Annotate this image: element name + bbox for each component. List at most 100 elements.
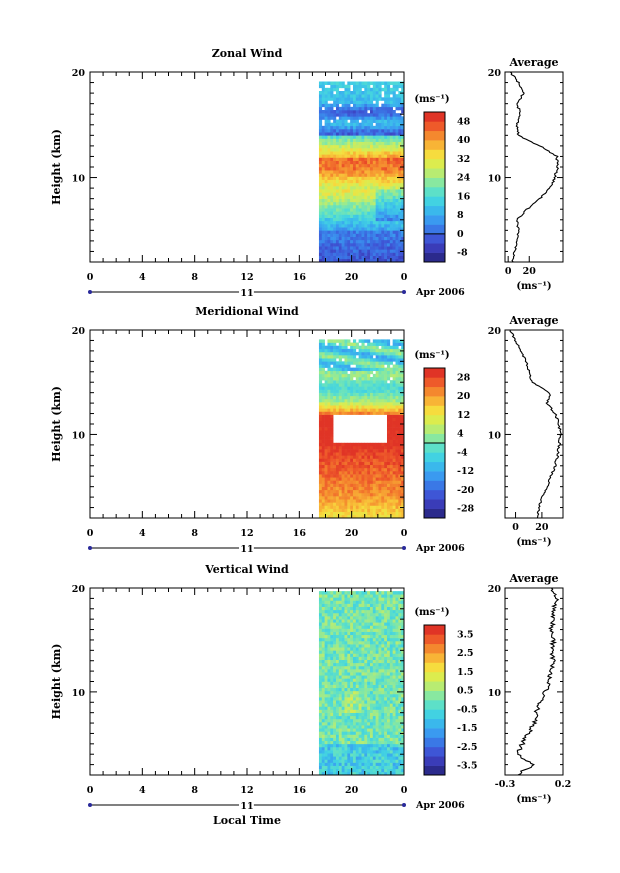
heatmap-cell bbox=[372, 718, 376, 723]
heatmap-cell bbox=[335, 211, 340, 215]
heatmap-cell bbox=[364, 474, 368, 478]
heatmap-cell bbox=[358, 148, 362, 152]
heatmap-cell bbox=[381, 125, 385, 130]
heatmap-cell bbox=[401, 414, 405, 419]
heatmap-cell bbox=[341, 612, 345, 617]
heatmap-cell bbox=[364, 625, 368, 629]
heatmap-cell bbox=[324, 455, 328, 459]
heatmap-cell bbox=[372, 458, 376, 462]
heatmap-cell bbox=[378, 408, 382, 412]
heatmap-cell bbox=[364, 255, 368, 260]
heatmap-cell bbox=[327, 669, 331, 673]
heatmap-cell bbox=[341, 640, 345, 645]
heatmap-cell bbox=[347, 258, 351, 263]
heatmap-cell bbox=[355, 681, 359, 685]
heatmap-cell bbox=[318, 408, 323, 412]
heatmap-cell bbox=[384, 170, 388, 174]
heatmap-cell bbox=[352, 712, 357, 717]
heatmap-cell bbox=[386, 445, 391, 450]
heatmap-cell bbox=[401, 189, 405, 193]
heatmap-cell bbox=[398, 151, 402, 155]
heatmap-cell bbox=[327, 625, 331, 629]
heatmap-cell bbox=[381, 163, 385, 168]
heatmap-cell bbox=[398, 492, 402, 497]
heatmap-cell bbox=[375, 348, 379, 353]
heatmap-cell bbox=[333, 483, 337, 487]
heatmap-cell bbox=[361, 464, 365, 469]
heatmap-cell bbox=[364, 144, 368, 149]
heatmap-cell bbox=[347, 227, 351, 231]
heatmap-cell bbox=[395, 508, 399, 513]
heatmap-cell bbox=[350, 230, 354, 234]
heatmap-cell bbox=[327, 631, 331, 636]
heatmap-cell bbox=[355, 486, 359, 491]
heatmap-cell bbox=[369, 768, 374, 773]
heatmap-cell bbox=[318, 678, 323, 682]
heatmap-cell bbox=[358, 97, 362, 101]
heatmap-cell bbox=[347, 449, 351, 453]
heatmap-cell bbox=[384, 186, 388, 190]
heatmap-cell bbox=[358, 753, 362, 757]
heatmap-cell bbox=[372, 110, 376, 114]
heatmap-cell bbox=[338, 211, 342, 215]
heatmap-cell bbox=[333, 97, 337, 101]
heatmap-cell bbox=[381, 373, 385, 378]
heatmap-cell bbox=[333, 753, 337, 757]
heatmap-cell bbox=[324, 227, 328, 231]
heatmap-cell bbox=[372, 765, 376, 770]
heatmap-cell bbox=[350, 737, 354, 742]
heatmap-cell bbox=[335, 616, 340, 620]
heatmap-cell bbox=[318, 430, 323, 434]
heatmap-cell bbox=[324, 672, 328, 676]
heatmap-cell bbox=[386, 408, 391, 412]
heatmap-cell bbox=[361, 502, 365, 506]
heatmap-cell bbox=[352, 97, 357, 101]
heatmap-cell bbox=[344, 135, 348, 139]
heatmap-cell bbox=[392, 148, 396, 152]
heatmap-cell bbox=[364, 502, 368, 506]
heatmap-cell bbox=[367, 408, 371, 412]
y-tick-label: 20 bbox=[72, 68, 86, 79]
heatmap-cell bbox=[375, 492, 379, 497]
heatmap-cell bbox=[361, 97, 365, 101]
heatmap-cell bbox=[395, 348, 399, 353]
heatmap-cell bbox=[324, 424, 328, 428]
heatmap-cell bbox=[375, 743, 379, 748]
heatmap-cell bbox=[335, 514, 340, 519]
heatmap-cell bbox=[350, 239, 354, 244]
heatmap-cell bbox=[378, 255, 382, 260]
heatmap-cell bbox=[401, 97, 405, 101]
heatmap-cell bbox=[350, 653, 354, 657]
heatmap-cell bbox=[352, 84, 357, 89]
heatmap-cell bbox=[335, 492, 340, 497]
heatmap-cell bbox=[341, 233, 345, 237]
heatmap-cell bbox=[367, 734, 371, 738]
heatmap-cell bbox=[347, 728, 351, 732]
heatmap-cell bbox=[341, 697, 345, 701]
heatmap-cell bbox=[352, 458, 357, 462]
heatmap-cell bbox=[330, 436, 334, 440]
heatmap-cell bbox=[361, 492, 365, 497]
heatmap-cell bbox=[341, 690, 345, 695]
heatmap-cell bbox=[335, 650, 340, 654]
heatmap-cell bbox=[341, 367, 345, 372]
heatmap-cell bbox=[381, 656, 385, 660]
heatmap-cell bbox=[386, 113, 391, 117]
heatmap-cell bbox=[384, 464, 388, 469]
heatmap-cell bbox=[398, 380, 402, 384]
heatmap-cell bbox=[398, 125, 402, 130]
heatmap-cell bbox=[398, 452, 402, 456]
heatmap-cell bbox=[367, 750, 371, 754]
heatmap-cell bbox=[358, 91, 362, 95]
heatmap-cell bbox=[401, 471, 405, 475]
heatmap-cell bbox=[364, 693, 368, 698]
heatmap-cell bbox=[355, 87, 359, 92]
heatmap-cell bbox=[350, 675, 354, 679]
heatmap-cell bbox=[398, 160, 402, 165]
heatmap-cell bbox=[350, 141, 354, 146]
heatmap-cell bbox=[364, 637, 368, 642]
heatmap-cell bbox=[398, 163, 402, 168]
heatmap-cell bbox=[367, 665, 371, 670]
heatmap-cell bbox=[338, 389, 342, 393]
heatmap-cell bbox=[324, 201, 328, 206]
